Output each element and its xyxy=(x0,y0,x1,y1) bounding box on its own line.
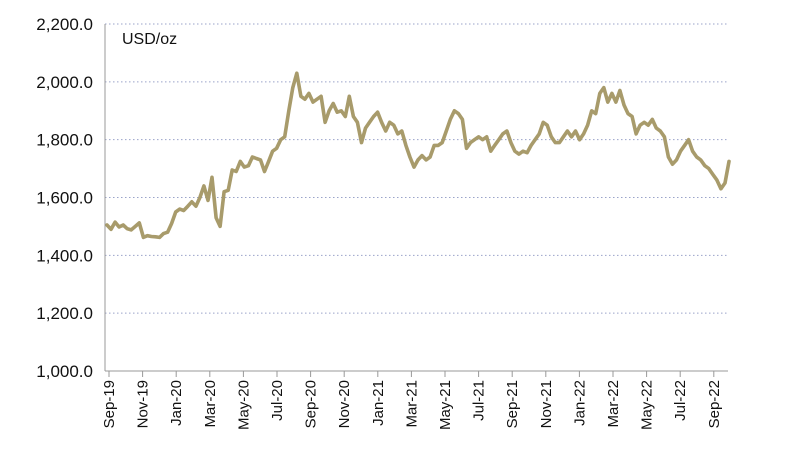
y-tick-label: 2,200.0 xyxy=(36,15,93,34)
y-tick-label: 2,000.0 xyxy=(36,73,93,92)
x-tick-label: Sep-21 xyxy=(504,380,521,428)
gridlines xyxy=(105,23,728,314)
x-tick-label: Jul-22 xyxy=(672,380,689,421)
x-tick-label: Jan-22 xyxy=(571,380,588,426)
x-tick-label: Jan-21 xyxy=(370,380,387,426)
price-series-line xyxy=(105,71,731,240)
x-tick-label: Nov-21 xyxy=(538,380,555,428)
y-tick-label: 1,800.0 xyxy=(36,131,93,150)
x-axis-tick-labels: Sep-19 Nov-19 Jan-20 Mar-20 May-20 Jul-20 Sep-… xyxy=(101,380,723,430)
y-tick-label: 1,000.0 xyxy=(36,362,93,381)
y-axis-tick-labels: 1,000.0 1,200.0 1,400.0 1,600.0 1,800.0 2,000… xyxy=(36,15,93,381)
x-tick-label: Sep-19 xyxy=(101,380,118,428)
x-tick-label: Sep-22 xyxy=(706,380,723,428)
x-tick-label: Jul-20 xyxy=(269,380,286,421)
x-tick-label: Nov-20 xyxy=(336,380,353,428)
x-tick-label: May-21 xyxy=(437,380,454,430)
x-tick-label: Mar-22 xyxy=(605,380,622,428)
unit-label: USD/oz xyxy=(122,31,177,48)
x-tick-label: Jul-21 xyxy=(471,380,488,421)
x-tick-label: May-20 xyxy=(235,380,252,430)
x-tick-label: Mar-21 xyxy=(403,380,420,428)
x-tick-label: Jan-20 xyxy=(168,380,185,426)
x-tick-label: May-22 xyxy=(639,380,656,430)
x-tick-label: Sep-20 xyxy=(303,380,320,428)
x-tick-label: Mar-20 xyxy=(202,380,219,428)
y-tick-label: 1,200.0 xyxy=(36,304,93,323)
y-tick-label: 1,600.0 xyxy=(36,189,93,208)
y-tick-label: 1,400.0 xyxy=(36,246,93,265)
x-tick-label: Nov-19 xyxy=(135,380,152,428)
x-axis-tick-marks xyxy=(108,371,715,377)
